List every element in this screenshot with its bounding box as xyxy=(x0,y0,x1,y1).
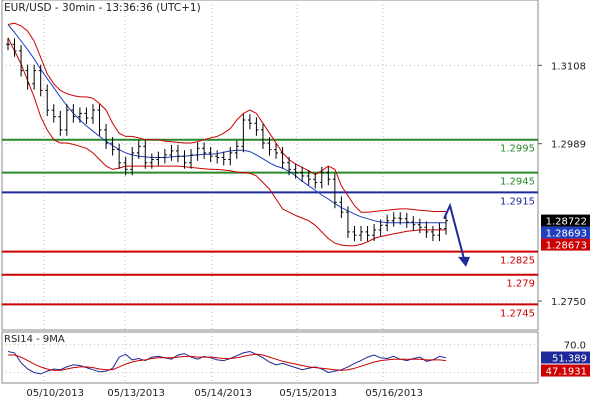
chart-title: EUR/USD - 30min - 13:36:36 (UTC+1) xyxy=(4,2,201,14)
level-label-resistance: 1.2995 xyxy=(500,144,535,155)
rsi-badge-label: 47.1931 xyxy=(546,367,587,378)
rsi-plot-frame xyxy=(1,331,539,384)
ma-line xyxy=(7,24,446,224)
level-label-support: 1.2745 xyxy=(500,308,535,319)
level-label-support: 1.279 xyxy=(506,279,535,290)
upper-band-line xyxy=(7,22,446,213)
level-label-support: 1.2825 xyxy=(500,256,535,267)
y-tick-label: 1.2750 xyxy=(551,297,586,308)
rsi-line xyxy=(7,350,447,375)
rsi-label: RSI14 - 9MA xyxy=(4,334,65,345)
x-tick-label: 05/16/2013 xyxy=(365,388,423,399)
forecast-arrow-line xyxy=(443,202,465,260)
x-tick-label: 05/10/2013 xyxy=(26,388,84,399)
rsi-ma-line xyxy=(8,353,447,371)
rsi-badge-label: 51.389 xyxy=(552,354,587,365)
price-series xyxy=(6,22,470,267)
price-badge-band xyxy=(541,238,590,251)
level-label-pivot: 1.2915 xyxy=(500,196,535,207)
x-tick-label: 05/13/2013 xyxy=(107,388,165,399)
price-badge-last xyxy=(541,214,590,227)
forecast-arrow-head xyxy=(458,256,470,267)
price-badge-label: 1.28693 xyxy=(546,229,587,240)
x-tick-label: 05/15/2013 xyxy=(279,388,337,399)
y-tick-label: 1.2989 xyxy=(551,140,586,151)
levels: 1.2995 1.2945 1.2915 1.2825 1.279 1.2745 xyxy=(2,138,538,319)
y-tick-label: 1.3108 xyxy=(551,61,586,72)
main-plot-frame xyxy=(1,0,539,331)
level-label-resistance: 1.2945 xyxy=(500,177,535,188)
lower-band-line xyxy=(7,37,446,247)
rsi-badge-ma xyxy=(541,364,590,377)
price-badge-label: 1.28673 xyxy=(546,241,587,252)
rsi-badge-rsi xyxy=(541,351,590,364)
price-badge-ma xyxy=(541,226,590,239)
price-badge-label: 1.28722 xyxy=(546,217,587,228)
axes: 1.31081.29891.275070.030.005/10/201305/1… xyxy=(26,61,586,399)
rsi-panel xyxy=(7,350,447,375)
grid xyxy=(1,0,539,384)
x-tick-label: 05/14/2013 xyxy=(194,388,252,399)
rsi-y-tick-label: 70.0 xyxy=(564,341,586,352)
